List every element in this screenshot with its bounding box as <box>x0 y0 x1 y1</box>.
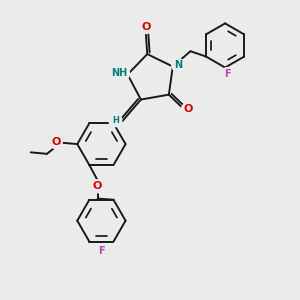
Text: N: N <box>174 60 182 70</box>
Circle shape <box>109 63 129 83</box>
Circle shape <box>95 245 108 258</box>
Circle shape <box>172 58 184 71</box>
Text: O: O <box>183 104 193 114</box>
Circle shape <box>49 136 62 148</box>
Text: F: F <box>224 69 231 79</box>
Text: O: O <box>93 181 102 191</box>
Text: O: O <box>51 137 61 147</box>
Circle shape <box>109 114 122 127</box>
Circle shape <box>221 68 234 80</box>
Circle shape <box>139 20 152 34</box>
Text: NH: NH <box>111 68 128 78</box>
Circle shape <box>91 180 104 193</box>
Text: O: O <box>141 22 151 32</box>
Text: H: H <box>112 116 119 125</box>
Circle shape <box>182 103 194 116</box>
Text: F: F <box>98 246 105 256</box>
